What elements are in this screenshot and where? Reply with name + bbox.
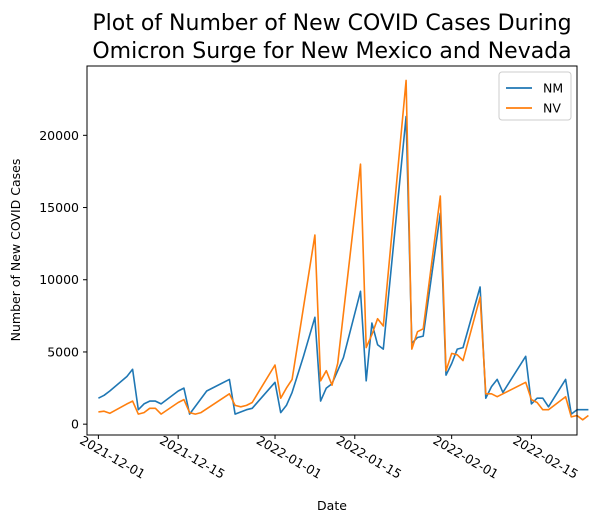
chart-title-line-2: Omicron Surge for New Mexico and Nevada — [92, 39, 571, 64]
x-axis-label: Date — [317, 498, 347, 513]
x-tick-label: 2021-12-01 — [77, 432, 147, 481]
legend-label-nv: NV — [543, 101, 561, 116]
x-tick-label: 2022-02-01 — [431, 432, 501, 481]
y-tick-label: 10000 — [39, 272, 79, 287]
x-tick-label: 2021-12-15 — [157, 432, 227, 481]
y-tick-label: 5000 — [47, 344, 79, 359]
series-line-nv — [98, 79, 589, 421]
legend-label-nm: NM — [543, 81, 563, 96]
x-tick-label: 2022-01-15 — [334, 432, 404, 481]
series-lines — [98, 79, 589, 421]
legend: NM NV — [498, 71, 572, 121]
y-tick-label: 15000 — [39, 200, 79, 215]
plot-area-frame — [86, 65, 578, 436]
y-tick-label: 0 — [71, 417, 79, 432]
x-tick-label: 2022-01-01 — [254, 432, 324, 481]
series-line-nm — [98, 115, 589, 415]
axis-ticks: 2021-12-01 2021-12-15 2022-01-01 2022-01-15… — [39, 128, 581, 482]
y-axis-label: Number of New COVID Cases — [8, 159, 23, 342]
y-tick-label: 20000 — [39, 128, 79, 143]
chart-title-line-1: Plot of Number of New COVID Cases During — [92, 11, 571, 36]
x-tick-label: 2022-02-15 — [510, 432, 580, 481]
